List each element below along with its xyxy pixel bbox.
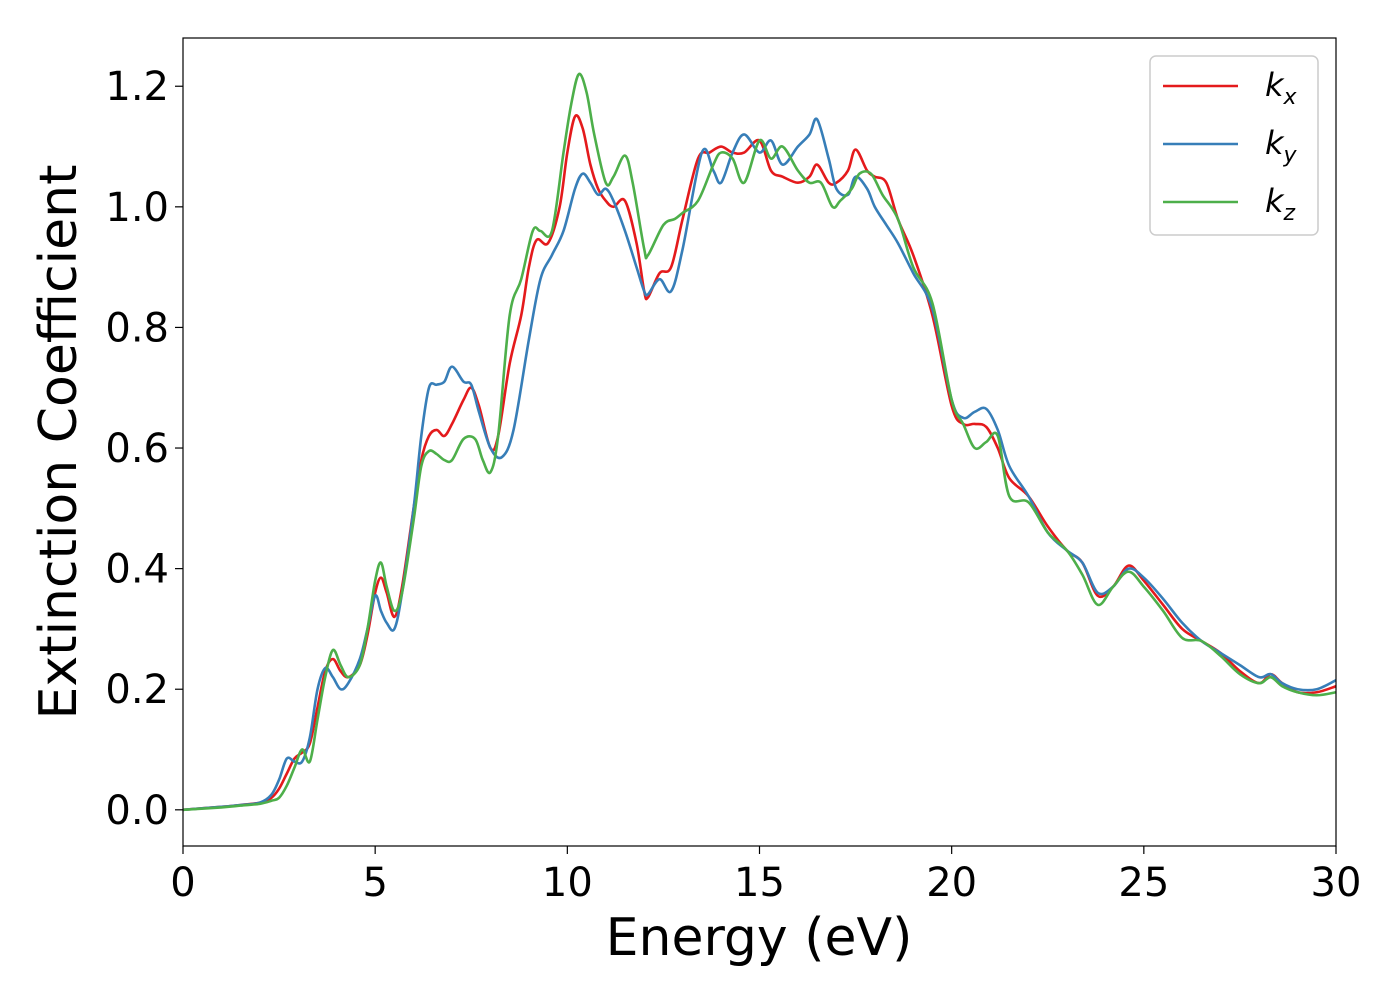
x-tick-label: 5 (362, 860, 387, 906)
y-tick-label: 0.4 (105, 547, 169, 593)
x-tick-label: 10 (542, 860, 593, 906)
y-tick-label: 0.2 (105, 667, 169, 713)
series-lines (182, 72, 1337, 812)
x-axis-title: Energy (eV) (606, 908, 913, 968)
series-line-kz (182, 72, 1337, 812)
y-tick-label: 0.8 (105, 305, 169, 351)
x-tick-label: 0 (170, 860, 195, 906)
y-axis-ticks: 0.0 0.2 0.4 0.6 0.8 1.0 1.2 (105, 64, 183, 834)
x-tick-label: 20 (926, 860, 977, 906)
y-axis-title: Extinction Coefficient (29, 165, 89, 720)
legend-label-kz: kz (1265, 182, 1296, 226)
legend-frame (1149, 55, 1319, 236)
x-axis-ticks: 0 5 10 15 20 25 30 (170, 846, 1361, 906)
y-tick-label: 1.2 (105, 64, 169, 110)
y-tick-label: 0.6 (105, 426, 169, 472)
y-tick-label: 1.0 (105, 185, 169, 231)
x-tick-label: 25 (1118, 860, 1169, 906)
x-tick-label: 30 (1311, 860, 1362, 906)
y-tick-label: 0.0 (105, 788, 169, 834)
x-tick-label: 15 (734, 860, 785, 906)
